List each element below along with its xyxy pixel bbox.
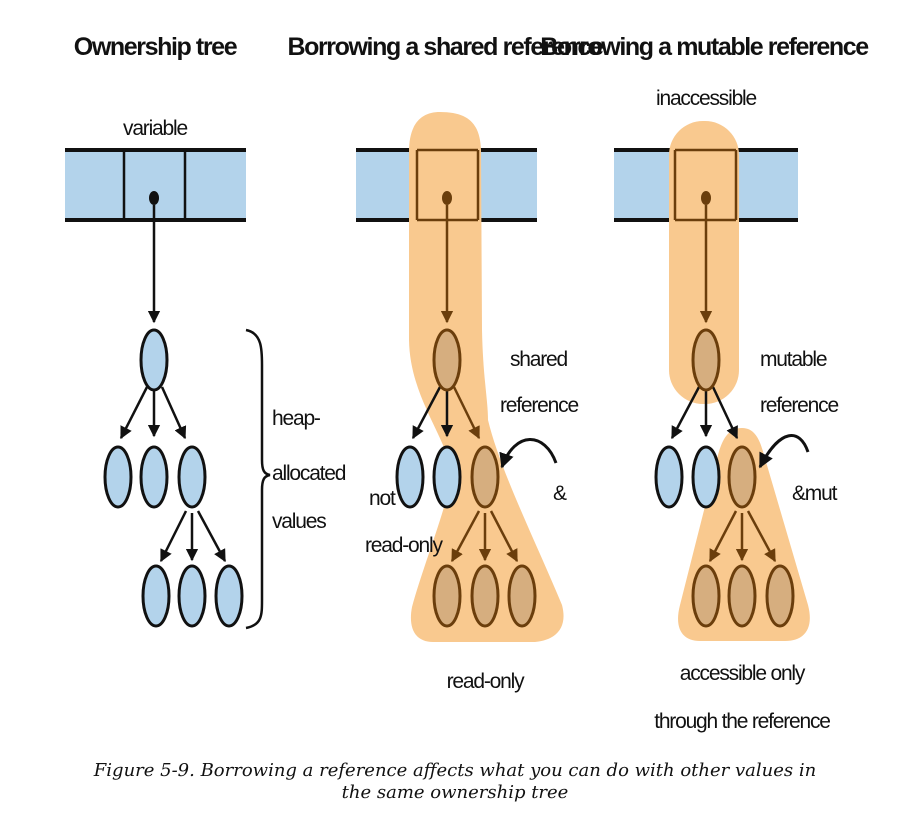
tree-node-borrowed [765, 564, 795, 628]
mutable-reference-label-line2: reference [760, 394, 838, 417]
panel-title: Borrowing a mutable reference [540, 33, 869, 61]
caption-line2: the same ownership tree [341, 782, 569, 803]
tree-node [139, 445, 169, 509]
tree-edges [119, 205, 227, 563]
mutable-reference-arrow [758, 434, 810, 469]
heap-label-line1: heap- [272, 407, 321, 430]
heap-brace [245, 328, 271, 630]
shared-reference-symbol: & [553, 482, 567, 505]
mutable-reference-symbol: &mut [792, 482, 838, 505]
inaccessible-label: inaccessible [656, 87, 757, 110]
tree-node-borrowed [432, 328, 462, 392]
tree-edges [411, 205, 519, 563]
tree-node-borrowed [470, 445, 500, 509]
pointer-dot [442, 191, 452, 205]
tree-node [103, 445, 133, 509]
tree-node-borrowed [691, 564, 721, 628]
tree-nodes [654, 328, 795, 628]
stack-slot-borders [415, 148, 480, 222]
not-read-only-label-line2: read-only [365, 534, 443, 557]
ownership-diagram: Ownership tree variable [65, 33, 871, 733]
stack-frame [65, 148, 246, 222]
tree-nodes [395, 328, 537, 628]
tree-node-borrowed [727, 564, 757, 628]
shared-reference-label-line2: reference [500, 394, 578, 417]
accessible-only-label-line2: through the reference [654, 710, 830, 733]
figure-caption: Figure 5-9. Borrowing a reference affect… [0, 760, 910, 804]
tree-node [139, 328, 169, 392]
tree-node [177, 564, 207, 628]
heap-label-line2: allocated [272, 462, 346, 485]
pointer-dot [149, 191, 159, 205]
tree-node-borrowed [432, 564, 462, 628]
tree-node-inaccessible [691, 328, 721, 392]
panel-shared-reference: Borrowing a shared reference [287, 33, 605, 693]
tree-node [432, 445, 462, 509]
tree-node-borrowed [507, 564, 537, 628]
tree-node [177, 445, 207, 509]
tree-node-borrowed [470, 564, 500, 628]
panel-title: Borrowing a shared reference [287, 33, 604, 61]
tree-node [141, 564, 171, 628]
caption-line1: Figure 5-9. Borrowing a reference affect… [93, 760, 817, 781]
variable-label: variable [123, 117, 187, 140]
tree-nodes [103, 328, 244, 628]
mutable-reference-label-line1: mutable [760, 348, 827, 371]
tree-edges [670, 205, 777, 563]
tree-node [654, 445, 684, 509]
shared-reference-label-line1: shared [510, 348, 568, 371]
not-read-only-label-line1: not [369, 487, 396, 510]
pointer-dot [701, 191, 711, 205]
inaccessible-region-highlight [669, 121, 739, 404]
heap-label-line3: values [272, 510, 326, 533]
tree-node [395, 445, 425, 509]
tree-node [691, 445, 721, 509]
tree-node [214, 564, 244, 628]
accessible-only-label-line1: accessible only [680, 662, 806, 685]
panel-ownership-tree: Ownership tree variable [65, 33, 347, 630]
shared-reference-arrow [499, 438, 558, 469]
read-only-label: read-only [447, 670, 525, 693]
tree-node-borrowed [727, 445, 757, 509]
panel-mutable-reference: Borrowing a mutable reference inaccessib… [540, 33, 870, 733]
panel-title: Ownership tree [74, 33, 238, 61]
